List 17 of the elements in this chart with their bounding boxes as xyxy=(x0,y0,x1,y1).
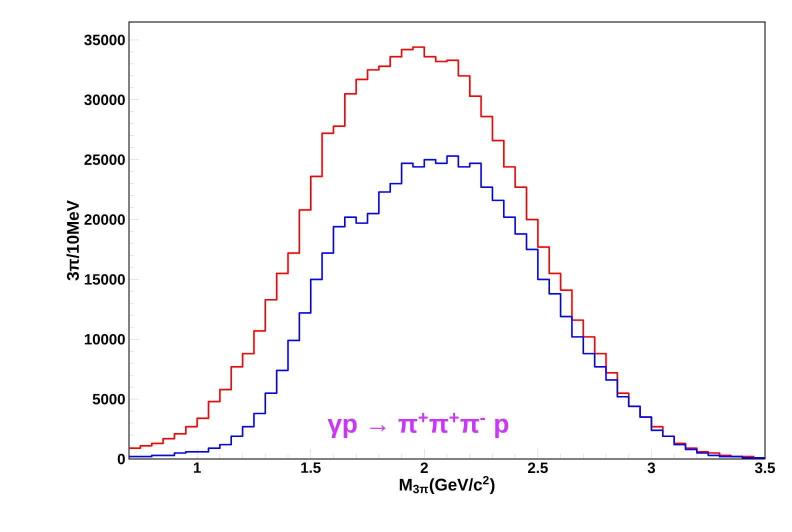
y-tick-label: 5000 xyxy=(92,394,125,404)
x-tick-label: 1.5 xyxy=(301,462,321,473)
y-tick-label: 20000 xyxy=(84,214,125,225)
y-tick-label: 30000 xyxy=(84,94,125,106)
y-tick-label: 15000 xyxy=(84,274,125,285)
annotation: γp → π$^{+}$π$^{+}$π$^{-}$ p xyxy=(328,413,508,438)
x-tick-label: 3.5 xyxy=(754,462,775,474)
x-tick-label: 2.5 xyxy=(528,462,548,474)
x-axis-title: M$_{3π}$(GeV/c$^{2}$) xyxy=(400,476,494,494)
y-tick-label: 35000 xyxy=(84,34,125,46)
y-axis-title: 3π/10MeV xyxy=(66,200,80,280)
x-tick-label: 3 xyxy=(648,462,656,474)
y-tick-label: 0 xyxy=(118,454,125,464)
y-tick-label: 25000 xyxy=(84,154,125,165)
x-tick-label: 2 xyxy=(420,462,428,473)
x-tick-label: 1 xyxy=(194,462,201,473)
y-tick-label: 10000 xyxy=(84,334,125,345)
